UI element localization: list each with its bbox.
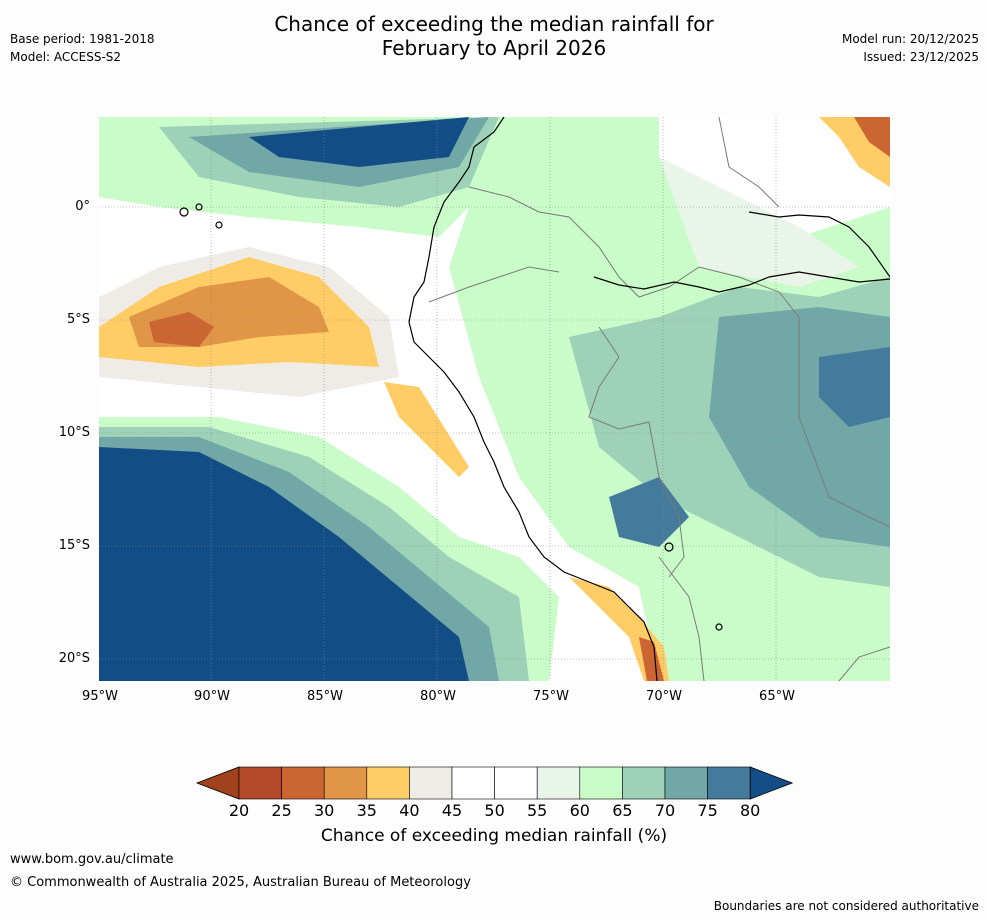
legend-swatch [323,766,368,800]
lon-label-85w: 85°W [307,689,343,704]
lon-label-90w: 90°W [194,689,230,704]
lat-label-20s: 20°S [58,651,90,666]
model-info: Base period: 1981-2018 Model: ACCESS-S2 [10,30,155,66]
lat-label-10s: 10°S [58,425,90,440]
footer-disclaimer: Boundaries are not considered authoritat… [713,899,979,913]
legend-tick-label: 55 [527,801,548,820]
legend-tick-label: 50 [484,801,505,820]
base-period-text: Base period: 1981-2018 [10,32,155,46]
legend-extend-high [749,766,794,800]
legend-tick-label: 45 [441,801,463,820]
lat-label-5s: 5°S [66,312,90,327]
legend-tick-label: 80 [740,801,761,820]
issued-date-text: Issued: 23/12/2025 [863,50,979,64]
lon-label-65w: 65°W [759,689,795,704]
zone-80-east-a [819,347,890,427]
map-title: Chance of exceeding the median rainfall … [0,12,988,60]
legend-tick-label: 75 [697,801,718,820]
zone-below-northeast-core [854,117,890,157]
legend-swatch [238,766,282,800]
legend-swatch [664,766,708,800]
legend-swatch [366,766,410,800]
legend-swatches [195,766,794,800]
map-canvas [99,117,890,681]
legend-extend-low [195,766,240,800]
legend-tick-label: 70 [654,801,676,820]
legend-swatch [494,766,538,800]
graticule [99,117,890,681]
lon-label-95w: 95°W [82,689,118,704]
lon-label-75w: 75°W [533,689,569,704]
rainfall-map [99,117,890,681]
legend-tick-label: 60 [569,801,590,820]
legend-swatch [707,766,751,800]
zone-35-40-coast [384,382,469,477]
title-line-2: February to April 2026 [381,36,607,60]
legend-swatch [409,766,453,800]
model-run-text: Model run: 20/12/2025 [841,32,979,46]
legend-tick-label: 35 [356,801,377,820]
legend-swatch [579,766,623,800]
legend-title: Chance of exceeding median rainfall (%) [320,826,668,846]
legend-swatch [451,766,495,800]
legend-tick-label: 30 [314,801,335,820]
title-line-1: Chance of exceeding the median rainfall … [274,12,714,36]
coastline [179,117,890,681]
run-info: Model run: 20/12/2025 Issued: 23/12/2025 [842,30,979,66]
lon-label-80w: 80°W [420,689,456,704]
legend-swatch [622,766,666,800]
footer-url: www.bom.gov.au/climate [10,852,174,867]
legend-tick-label: 20 [228,801,250,820]
legend-colorbar [195,766,795,804]
lat-label-0: 0° [75,199,90,214]
legend-tick-label: 65 [612,801,633,820]
legend-tick-label: 40 [399,801,420,820]
zone-25-30-west [149,312,214,347]
zone-above-80-southwest [99,447,469,681]
zone-80-east-b [609,477,689,547]
legend-swatch [281,766,325,800]
lon-label-70w: 70°W [646,689,682,704]
footer-copyright: © Commonwealth of Australia 2025, Austra… [10,875,471,890]
legend-tick-label: 25 [271,801,292,820]
model-name-text: Model: ACCESS-S2 [10,50,122,64]
lat-label-15s: 15°S [58,538,90,553]
zone-55-60-east [659,157,859,287]
legend-swatch [536,766,581,800]
zone-above-80-north [249,117,469,167]
